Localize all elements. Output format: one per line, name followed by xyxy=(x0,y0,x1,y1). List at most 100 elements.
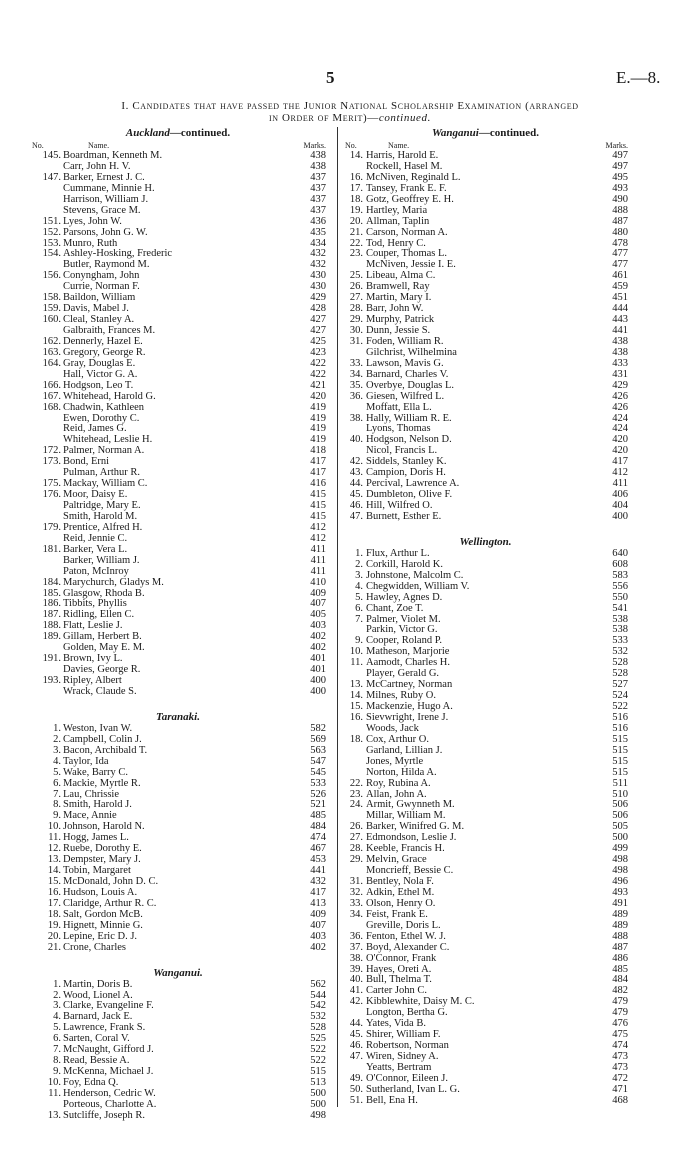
table-row: 3. Johnstone, Malcolm C. 583 xyxy=(343,570,628,582)
candidate-name: Barnard, Charles V. xyxy=(366,369,452,381)
rank-number: 41. xyxy=(349,985,363,997)
marks-value: 406 xyxy=(612,489,628,501)
rank-number: 30. xyxy=(349,325,363,336)
candidate-name: Davies, George R. xyxy=(63,664,144,677)
marks-value: 545 xyxy=(310,766,326,778)
marks-value: 415 xyxy=(310,510,326,522)
candidate-name: Smith, Harold J. xyxy=(63,799,135,812)
table-row: 3. Bacon, Archibald T. 563 xyxy=(30,744,326,757)
candidate-name: Libeau, Alma C. xyxy=(366,270,439,283)
candidate-name: Bond, Erni xyxy=(63,456,113,469)
rank-number: 1. xyxy=(355,547,363,559)
candidate-name: Wood, Lionel A. xyxy=(63,990,136,1002)
candidate-name: Giesen, Wilfred L. xyxy=(366,391,448,403)
candidate-name: Allan, John A. xyxy=(366,789,430,801)
table-row: 154. Ashley-Hosking, Frederic 432 xyxy=(30,248,326,261)
rank-number: 46. xyxy=(349,500,363,511)
candidate-name: Dunn, Jessie S. xyxy=(366,325,434,337)
candidate-name: Mackie, Myrtle R. xyxy=(63,778,144,790)
candidate-name: Melvin, Grace xyxy=(366,854,430,867)
table-row: Garland, Lillian J. 515 xyxy=(343,745,628,757)
rank-number: 22. xyxy=(349,237,363,249)
marks-value: 475 xyxy=(612,1029,628,1041)
marks-value: 482 xyxy=(612,985,628,997)
region-heading: Taranaki. xyxy=(30,710,326,724)
candidate-name: Hogg, James L. xyxy=(63,832,132,845)
marks-value: 410 xyxy=(310,576,326,588)
rank-number: 167. xyxy=(42,390,61,402)
rank-number: 37. xyxy=(349,941,363,953)
candidate-name: Bramwell, Ray xyxy=(366,281,433,294)
marks-value: 563 xyxy=(310,744,326,756)
rank-number: 20. xyxy=(349,215,363,227)
marks-value: 428 xyxy=(310,303,326,315)
rank-number: 13. xyxy=(47,1109,61,1121)
rank-number: 191. xyxy=(42,653,61,665)
marks-value: 640 xyxy=(612,547,628,559)
rank-number: 186. xyxy=(42,598,61,610)
rank-number: 26. xyxy=(349,281,363,293)
table-row: 9. Mace, Annie 485 xyxy=(30,810,326,823)
table-row: 8. Smith, Harold J. 521 xyxy=(30,799,326,812)
table-row: 153. Munro, Ruth 434 xyxy=(30,238,326,250)
rank-number: 152. xyxy=(42,226,61,238)
marks-value: 409 xyxy=(310,587,326,599)
marks-value: 402 xyxy=(310,941,326,953)
marks-value: 479 xyxy=(612,1007,628,1019)
rank-number: 7. xyxy=(53,1044,61,1056)
table-row: 16. Hudson, Louis A. 417 xyxy=(30,887,326,899)
marks-value: 484 xyxy=(612,974,628,986)
rank-number: 44. xyxy=(349,1018,363,1030)
table-row: 151. Lyes, John W. 436 xyxy=(30,216,326,228)
table-row: 31. Foden, William R. 438 xyxy=(343,335,628,348)
table-row: 191. Brown, Ivy L. 401 xyxy=(30,653,326,666)
column-headers: No. Name. Marks. xyxy=(30,140,326,151)
column-divider xyxy=(337,127,338,1107)
candidate-name: Tansey, Frank E. F. xyxy=(366,183,450,195)
marks-value: 525 xyxy=(310,1033,326,1045)
header-no: No. xyxy=(32,141,44,150)
candidate-name: Boyd, Alexander C. xyxy=(366,942,453,954)
marks-value: 526 xyxy=(310,788,326,800)
marks-value: 444 xyxy=(612,303,628,315)
candidate-name: Matheson, Marjorie xyxy=(366,646,453,659)
rank-number: 50. xyxy=(349,1083,363,1095)
rank-number: 31. xyxy=(349,335,363,347)
table-row: 160. Cleal, Stanley A. 427 xyxy=(30,314,326,327)
table-row: 5. Hawley, Agnes D. 550 xyxy=(343,592,628,604)
candidate-name: Marychurch, Gladys M. xyxy=(63,577,167,589)
rank-number: 163. xyxy=(42,346,61,358)
candidate-name: Reid, Jennie C. xyxy=(63,533,131,545)
rank-number: 27. xyxy=(349,832,363,844)
rank-number: 17. xyxy=(349,182,363,194)
section-gap xyxy=(343,523,628,535)
marks-value: 419 xyxy=(310,401,326,413)
header-name: Name. xyxy=(388,141,410,150)
rank-number: 154. xyxy=(42,248,61,260)
table-row: 4. Chegwidden, William V. 556 xyxy=(343,581,628,593)
header-no: No. xyxy=(345,141,357,150)
marks-value: 515 xyxy=(310,1066,326,1078)
marks-value: 438 xyxy=(310,150,326,161)
candidate-name: Jones, Myrtle xyxy=(366,756,427,768)
marks-value: 484 xyxy=(310,821,326,833)
candidate-name: Carson, Norman A. xyxy=(366,227,451,239)
marks-value: 417 xyxy=(310,456,326,468)
marks-value: 497 xyxy=(612,150,628,161)
rank-number: 184. xyxy=(42,576,61,588)
candidate-name: Edmondson, Leslie J. xyxy=(366,832,460,845)
candidate-name: Palmer, Violet M. xyxy=(366,614,444,626)
marks-value: 495 xyxy=(612,171,628,183)
marks-value: 582 xyxy=(310,722,326,734)
table-row: 41. Carter John C. 482 xyxy=(343,985,628,998)
table-row: Millar, William M. 506 xyxy=(343,810,628,823)
header-name: Name. xyxy=(88,141,110,150)
rank-number: 8. xyxy=(53,799,61,811)
table-row: 22. Roy, Rubina A. 511 xyxy=(343,778,628,790)
table-row: 7. Palmer, Violet M. 538 xyxy=(343,614,628,626)
marks-value: 411 xyxy=(310,543,326,555)
region-heading: Wanganui. xyxy=(30,966,326,980)
candidate-name: Smith, Harold M. xyxy=(63,511,141,523)
table-row: 40. Hodgson, Nelson D. 420 xyxy=(343,434,628,447)
table-row: 14. Harris, Harold E. 497 xyxy=(343,150,628,162)
